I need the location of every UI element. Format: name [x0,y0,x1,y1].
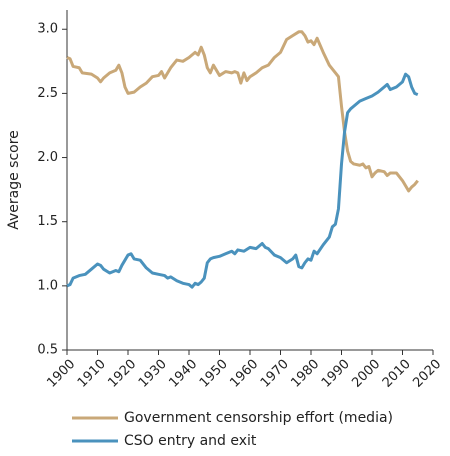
x-tick-label: 2010 [380,357,414,391]
legend-label: CSO entry and exit [124,433,257,449]
x-tick-label: 1960 [227,357,261,391]
y-tick-label: 0.5 [37,343,58,358]
y-tick-label: 3.0 [37,22,58,37]
y-tick-label: 1.0 [37,278,58,293]
x-tick-label: 1970 [258,357,292,391]
x-tick-label: 1930 [136,357,170,391]
x-tick-label: 1950 [197,357,231,391]
y-axis-label: Average score [6,130,22,230]
y-tick-label: 2.0 [37,150,58,165]
series-line [66,30,419,193]
x-tick-label: 2020 [410,357,444,391]
y-tick-label: 1.5 [37,214,58,229]
x-tick-label: 1920 [105,357,139,391]
legend-label: Government censorship effort (media) [124,410,393,426]
y-tick-label: 2.5 [37,86,58,101]
x-tick-label: 1910 [75,357,109,391]
x-tick-label: 1980 [288,357,322,391]
series-line [66,72,419,289]
x-tick-label: 2000 [349,357,383,391]
x-tick-label: 1990 [319,357,353,391]
x-tick-label: 1900 [44,357,78,391]
x-tick-label: 1940 [166,357,200,391]
